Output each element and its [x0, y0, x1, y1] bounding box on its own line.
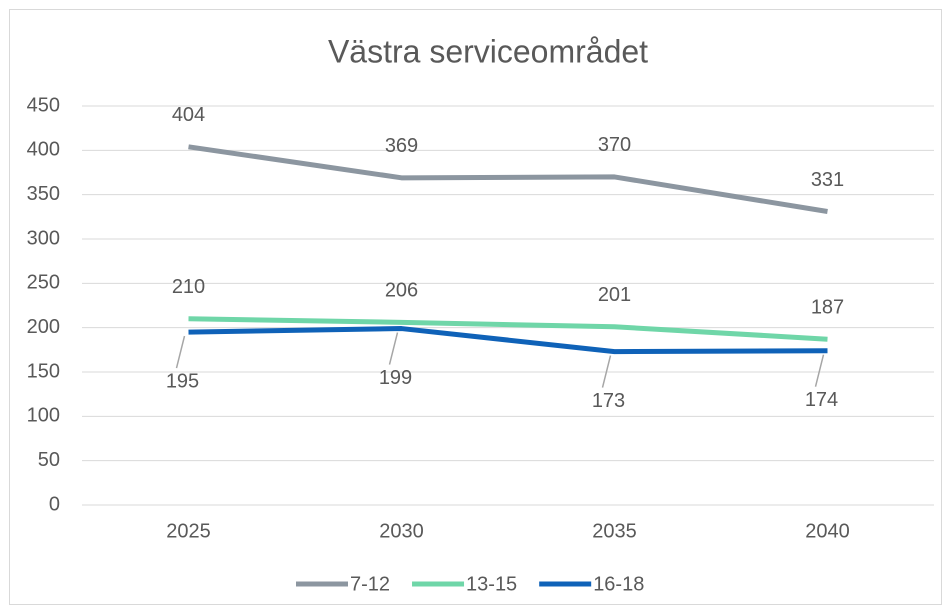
- chart-title: Västra serviceområdet: [328, 33, 648, 69]
- y-tick-label: 200: [27, 316, 60, 338]
- data-label: 195: [166, 370, 199, 392]
- x-tick-label: 2025: [166, 520, 211, 542]
- chart-frame: [9, 9, 942, 605]
- y-tick-label: 350: [27, 183, 60, 205]
- y-tick-label: 0: [49, 493, 60, 515]
- data-label: 173: [592, 390, 625, 412]
- x-tick-label: 2035: [592, 520, 637, 542]
- data-label: 187: [811, 296, 844, 318]
- data-label: 174: [805, 389, 838, 411]
- y-tick-label: 300: [27, 227, 60, 249]
- legend-label: 16-18: [593, 573, 644, 595]
- data-label: 199: [379, 367, 412, 389]
- data-label: 331: [811, 169, 844, 191]
- data-label: 206: [385, 280, 418, 302]
- leader-line: [814, 354, 825, 387]
- y-tick-label: 250: [27, 272, 60, 294]
- x-tick-label: 2030: [379, 520, 424, 542]
- legend-label: 7-12: [350, 573, 390, 595]
- data-label: 369: [385, 135, 418, 157]
- series-line: [188, 144, 828, 214]
- data-label: 201: [598, 284, 631, 306]
- y-tick-label: 150: [27, 360, 60, 382]
- y-tick-label: 400: [27, 139, 60, 161]
- y-tick-label: 450: [27, 94, 60, 116]
- leader-line: [388, 332, 399, 365]
- y-tick-label: 100: [27, 405, 60, 427]
- legend-label: 13-15: [466, 573, 517, 595]
- leader-line: [601, 355, 612, 388]
- y-tick-label: 50: [38, 449, 60, 471]
- leader-line: [175, 335, 186, 369]
- data-label: 404: [172, 104, 205, 126]
- series-line: [188, 326, 828, 355]
- x-tick-label: 2040: [805, 520, 850, 542]
- series-line: [188, 316, 828, 342]
- data-label: 210: [172, 276, 205, 298]
- data-label: 370: [598, 134, 631, 156]
